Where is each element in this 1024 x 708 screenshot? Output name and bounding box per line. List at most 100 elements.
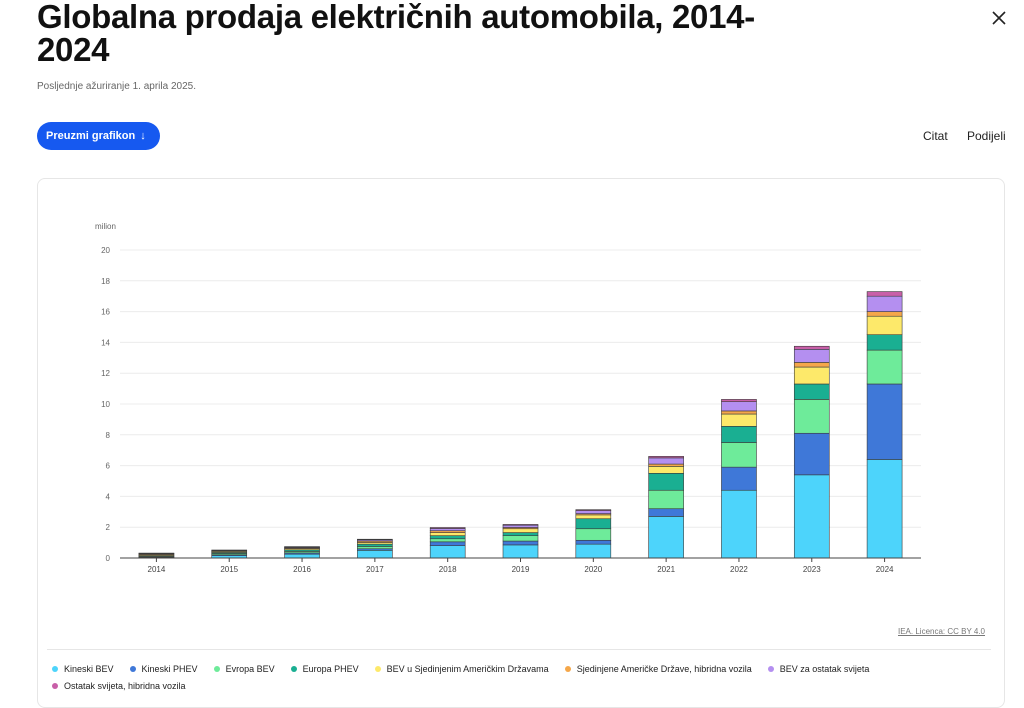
legend-label: Europa PHEV — [303, 664, 359, 674]
bar-segment — [503, 525, 538, 527]
y-tick-label: 20 — [101, 246, 110, 255]
y-tick-label: 12 — [101, 369, 110, 378]
y-tick-label: 4 — [106, 492, 111, 501]
y-axis-unit-label: milion — [95, 222, 116, 231]
bar-segment — [867, 384, 902, 459]
bar-segment — [649, 458, 684, 464]
bar-segment — [503, 524, 538, 525]
chart: milion 0 2 4 6 8 10 12 14 16 18 20 2014 2015 2016 2017 2… — [0, 0, 1024, 640]
bar-segment — [357, 550, 392, 558]
x-tick-label: 2021 — [657, 565, 675, 574]
bar-segment — [867, 350, 902, 384]
y-tick-label: 10 — [101, 400, 110, 409]
legend-label: Kineski PHEV — [142, 664, 198, 674]
legend-label: Kineski BEV — [64, 664, 114, 674]
bar-segment — [721, 411, 756, 414]
bar-segment — [576, 529, 611, 541]
legend-swatch — [565, 666, 571, 672]
legend-divider — [47, 649, 991, 650]
bar-segment — [867, 316, 902, 334]
bar-segment — [867, 292, 902, 297]
bar-segment — [576, 540, 611, 544]
legend-label: BEV u Sjedinjenim Američkim Državama — [387, 664, 549, 674]
bar-segment — [576, 515, 611, 519]
legend-item[interactable]: Europa PHEV — [291, 664, 359, 674]
bar-segment — [794, 384, 829, 399]
legend-item[interactable]: Kineski BEV — [52, 664, 114, 674]
bar-segment — [649, 473, 684, 490]
bar-segment — [576, 544, 611, 558]
bar-segment — [430, 528, 465, 530]
legend-swatch — [130, 666, 136, 672]
y-tick-label: 2 — [106, 523, 111, 532]
bar-segment — [430, 539, 465, 542]
bar-segment — [430, 546, 465, 558]
x-tick-label: 2020 — [584, 565, 602, 574]
legend-swatch — [768, 666, 774, 672]
bar-segment — [576, 511, 611, 514]
bar-segment — [649, 509, 684, 517]
x-tick-label: 2015 — [220, 565, 238, 574]
bar-segment — [649, 456, 684, 458]
bar-segment — [285, 554, 320, 558]
legend-item[interactable]: Kineski PHEV — [130, 664, 198, 674]
legend-label: Evropa BEV — [226, 664, 275, 674]
legend-label: Sjedinjene Američke Države, hibridna voz… — [577, 664, 752, 674]
bar-segment — [721, 426, 756, 442]
bar-segment — [649, 464, 684, 466]
bar-segment — [649, 466, 684, 473]
legend-swatch — [52, 666, 58, 672]
bar-segment — [576, 510, 611, 511]
y-tick-label: 8 — [106, 431, 111, 440]
bar-segment — [721, 399, 756, 401]
legend-item[interactable]: Evropa BEV — [214, 664, 275, 674]
bar-segment — [503, 541, 538, 545]
bar-segment — [721, 402, 756, 411]
source-link[interactable]: IEA. Licenca: CC BY 4.0 — [898, 627, 985, 636]
bar-segment — [503, 536, 538, 541]
bar-segment — [721, 490, 756, 558]
bar-segment — [576, 519, 611, 529]
y-tick-label: 16 — [101, 308, 110, 317]
bar-segment — [357, 544, 392, 546]
bar-segment — [503, 533, 538, 536]
bar-segment — [430, 536, 465, 539]
bar-segment — [794, 475, 829, 558]
bar-segment — [794, 433, 829, 475]
legend-label: Ostatak svijeta, hibridna vozila — [64, 681, 186, 691]
bar-segment — [867, 296, 902, 311]
x-tick-label: 2018 — [439, 565, 457, 574]
x-tick-label: 2014 — [148, 565, 166, 574]
x-tick-label: 2023 — [803, 565, 821, 574]
bar-segment — [649, 516, 684, 558]
y-tick-label: 18 — [101, 277, 110, 286]
bar-segment — [721, 467, 756, 490]
legend-item[interactable]: BEV za ostatak svijeta — [768, 664, 870, 674]
legend-swatch — [214, 666, 220, 672]
bar-segment — [430, 542, 465, 546]
legend-item[interactable]: Ostatak svijeta, hibridna vozila — [52, 681, 186, 691]
bar-segment — [794, 362, 829, 367]
legend-row: Kineski BEV Kineski PHEV Evropa BEV Europa … — [52, 660, 952, 677]
bar-segment — [867, 459, 902, 558]
legend-item[interactable]: BEV u Sjedinjenim Američkim Državama — [375, 664, 549, 674]
bar-segment — [503, 545, 538, 558]
y-tick-label: 14 — [101, 338, 110, 347]
bar-segment — [721, 443, 756, 468]
bar-segment — [649, 490, 684, 508]
x-tick-label: 2017 — [366, 565, 384, 574]
bar-segment — [357, 539, 392, 540]
x-tick-label: 2016 — [293, 565, 311, 574]
y-tick-label: 0 — [106, 554, 111, 563]
bar-segment — [794, 367, 829, 384]
y-tick-label: 6 — [106, 462, 111, 471]
legend-item[interactable]: Sjedinjene Američke Države, hibridna voz… — [565, 664, 752, 674]
bar-segment — [430, 528, 465, 529]
x-tick-label: 2019 — [512, 565, 530, 574]
bar-segment — [794, 346, 829, 349]
x-tick-label: 2022 — [730, 565, 748, 574]
bar-segment — [794, 349, 829, 362]
bar-segment — [357, 546, 392, 548]
bar-segment — [721, 414, 756, 426]
bar-segment — [867, 312, 902, 317]
